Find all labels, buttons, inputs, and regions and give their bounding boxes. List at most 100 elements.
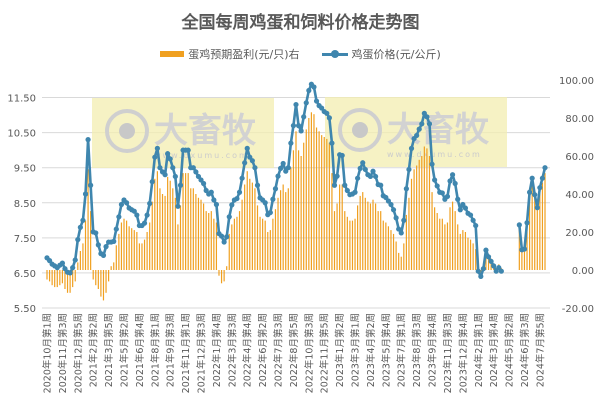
price-point bbox=[229, 202, 235, 208]
profit-bar bbox=[110, 266, 112, 270]
profit-bar bbox=[77, 262, 79, 270]
profit-bar bbox=[295, 131, 297, 270]
profit-bar bbox=[192, 188, 194, 270]
profit-bar bbox=[223, 270, 225, 282]
profit-bar bbox=[339, 184, 341, 270]
price-point bbox=[491, 263, 497, 269]
x-tick-label: 2024年5月第2周 bbox=[504, 313, 516, 387]
price-point bbox=[488, 258, 494, 264]
profit-bar bbox=[464, 232, 467, 270]
legend-item-profit[interactable]: 蛋鸡预期盈利(元/只)右 bbox=[160, 46, 300, 62]
price-point bbox=[532, 192, 538, 198]
watermark-text: 大畜牧 bbox=[154, 111, 257, 151]
profit-bar bbox=[177, 224, 179, 270]
profit-bar bbox=[267, 232, 269, 270]
profit-bar bbox=[457, 224, 459, 270]
legend-item-price[interactable]: 鸡蛋价格(元/公斤) bbox=[321, 46, 441, 62]
right-tick-label: 80.00 bbox=[565, 114, 594, 125]
x-tick-label: 2024年7月第5周 bbox=[534, 313, 546, 387]
price-point bbox=[82, 191, 89, 197]
price-point bbox=[234, 195, 240, 202]
price-point bbox=[277, 165, 284, 171]
price-point bbox=[177, 182, 184, 188]
price-point bbox=[226, 214, 232, 220]
profit-bar bbox=[74, 270, 76, 282]
profit-bar bbox=[102, 270, 105, 301]
profit-bar bbox=[431, 192, 433, 270]
x-tick-label: 2021年2月第2周 bbox=[88, 313, 100, 387]
price-point bbox=[165, 151, 171, 157]
price-point bbox=[275, 173, 281, 179]
profit-bar bbox=[441, 218, 443, 270]
profit-bar bbox=[51, 270, 53, 286]
price-point bbox=[162, 172, 168, 178]
profit-bar bbox=[428, 156, 431, 270]
price-point bbox=[306, 87, 312, 94]
profit-bar bbox=[531, 182, 533, 270]
profit-bar bbox=[534, 197, 536, 270]
x-tick-label: 2024年6月第3周 bbox=[519, 313, 531, 387]
x-tick-label: 2021年9月第3周 bbox=[165, 313, 177, 387]
profit-bar bbox=[369, 203, 372, 270]
left-tick-label: 6.50 bbox=[14, 269, 36, 280]
profit-bar bbox=[300, 156, 302, 270]
price-point bbox=[167, 156, 173, 162]
profit-bar bbox=[439, 218, 441, 270]
price-point bbox=[360, 160, 366, 166]
left-tick-label: 7.50 bbox=[14, 234, 36, 245]
profit-bar bbox=[84, 220, 87, 270]
profit-bar bbox=[185, 173, 187, 270]
price-point bbox=[401, 217, 407, 223]
x-tick-label: 2021年12月第3周 bbox=[196, 313, 208, 393]
price-point bbox=[270, 196, 276, 202]
price-point bbox=[357, 165, 363, 171]
profit-bar bbox=[231, 224, 233, 270]
profit-bar bbox=[469, 239, 472, 270]
profit-bar bbox=[131, 228, 133, 270]
profit-bar bbox=[308, 118, 310, 270]
price-point bbox=[249, 158, 255, 164]
price-point bbox=[498, 268, 504, 274]
profit-bar bbox=[156, 171, 158, 270]
profit-bar bbox=[64, 270, 66, 289]
right-tick-label: 60.00 bbox=[565, 152, 594, 163]
price-point bbox=[367, 173, 374, 180]
profit-bar bbox=[128, 226, 130, 270]
profit-bar bbox=[205, 211, 207, 270]
price-point bbox=[111, 238, 117, 244]
profit-bar bbox=[310, 112, 313, 270]
price-point bbox=[480, 266, 486, 272]
profit-bar bbox=[364, 197, 366, 270]
profit-bar bbox=[405, 214, 407, 270]
x-tick-label: 2022年8月第5周 bbox=[288, 313, 300, 387]
price-point bbox=[224, 234, 230, 240]
price-point bbox=[473, 222, 479, 229]
price-point bbox=[85, 137, 91, 143]
price-point bbox=[131, 208, 137, 214]
price-point bbox=[455, 196, 461, 202]
profit-bar bbox=[167, 176, 169, 270]
price-point bbox=[355, 175, 361, 181]
price-point bbox=[331, 182, 338, 188]
price-point bbox=[144, 212, 150, 218]
x-tick-label: 2021年8月第1周 bbox=[149, 313, 161, 387]
price-point bbox=[447, 178, 453, 184]
x-tick-label: 2022年7月第3周 bbox=[273, 313, 285, 387]
profit-bar bbox=[241, 199, 243, 270]
price-point bbox=[267, 209, 273, 216]
profit-bar bbox=[403, 243, 405, 270]
profit-bar bbox=[233, 218, 235, 270]
profit-bar bbox=[416, 165, 418, 270]
profit-bar bbox=[321, 135, 323, 270]
profit-bar bbox=[259, 216, 261, 270]
profit-bar bbox=[95, 270, 97, 286]
profit-bar bbox=[544, 173, 546, 270]
profit-bar bbox=[408, 197, 410, 270]
price-point bbox=[467, 212, 474, 218]
price-point bbox=[408, 145, 415, 151]
price-point bbox=[147, 200, 153, 207]
profit-bar bbox=[149, 222, 151, 270]
profit-bar bbox=[269, 230, 271, 270]
x-tick-label: 2021年6月第4周 bbox=[134, 313, 146, 387]
